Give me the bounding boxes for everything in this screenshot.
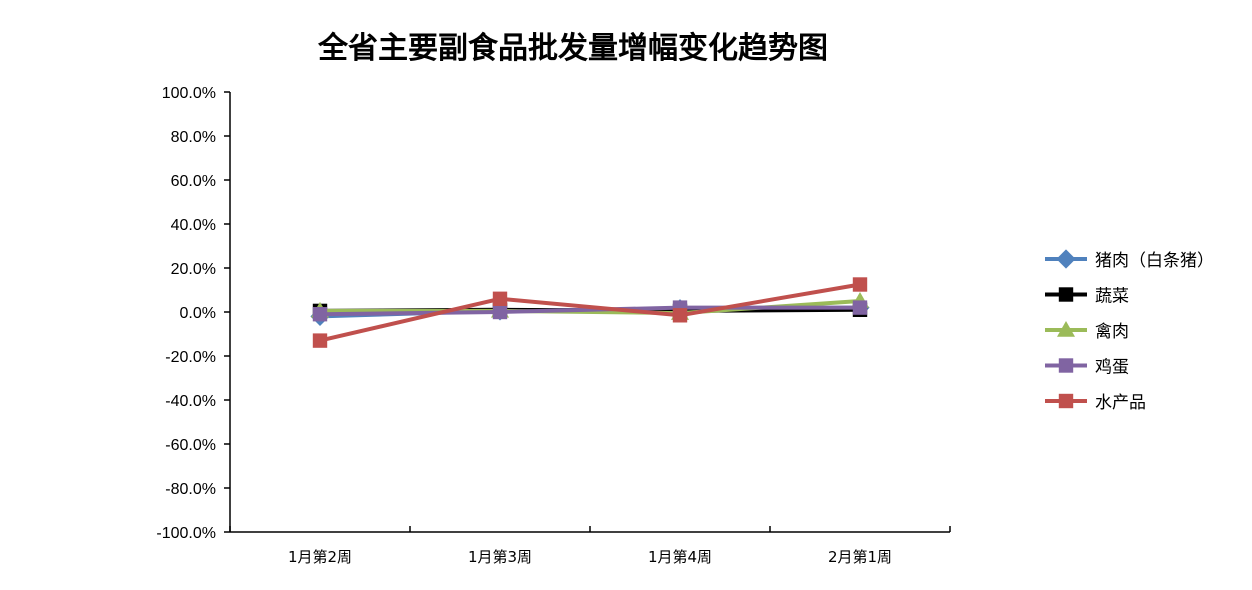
legend-swatch-marker [1058, 287, 1074, 302]
y-tick-label: 40.0% [171, 217, 216, 234]
data-point-marker [672, 308, 688, 323]
y-axis-ticks: 100.0% 80.0% 60.0% 40.0% 20.0% 0.0% -20.0% -40.… [156, 85, 230, 542]
x-axis-ticks: 1月第2周 1月第3周 1月第4周 2月第1周 [229, 526, 951, 566]
y-tick-label: -60.0% [165, 437, 216, 454]
data-point-marker [312, 333, 328, 348]
series-line [319, 282, 861, 343]
data-point-marker [852, 300, 868, 315]
y-tick-label: 0.0% [180, 305, 216, 322]
y-tick-label: 60.0% [171, 173, 216, 190]
chart-title: 全省主要副食品批发量增幅变化趋势图 [317, 31, 828, 66]
y-tick-label: 80.0% [171, 129, 216, 146]
x-tick-label: 1月第3周 [468, 548, 532, 566]
series-line [319, 305, 860, 317]
series-4 [312, 300, 868, 322]
legend-swatch-marker [1058, 358, 1074, 373]
legend-item: 禽肉 [1045, 321, 1129, 342]
y-tick-label: 100.0% [162, 85, 216, 102]
legend-label: 鸡蛋 [1095, 358, 1129, 378]
y-tick-label: -20.0% [165, 349, 216, 366]
data-point-marker [852, 277, 868, 292]
legend-label: 蔬菜 [1095, 287, 1129, 307]
legend-label: 禽肉 [1095, 322, 1129, 342]
legend-item: 猪肉（白条猪） [1045, 249, 1214, 271]
legend-swatch-marker [1057, 321, 1075, 337]
x-tick-label: 1月第4周 [648, 548, 712, 566]
legend-label: 猪肉（白条猪） [1095, 251, 1214, 271]
legend-swatch-marker [1058, 393, 1074, 409]
legend-swatch-marker [1056, 249, 1076, 269]
y-tick-label: -40.0% [165, 393, 216, 410]
legend-label: 水产品 [1095, 393, 1146, 413]
series-5 [312, 277, 868, 348]
x-tick-label: 2月第1周 [828, 548, 892, 566]
data-point-marker [312, 307, 328, 322]
data-point-marker [492, 291, 508, 306]
series-group [310, 277, 870, 348]
y-tick-label: -100.0% [156, 525, 216, 542]
data-point-marker [492, 304, 508, 320]
y-tick-label: -80.0% [165, 481, 216, 498]
y-tick-label: 20.0% [171, 261, 216, 278]
legend-item: 鸡蛋 [1045, 358, 1129, 378]
x-tick-label: 1月第2周 [288, 548, 352, 566]
legend-item: 蔬菜 [1045, 287, 1129, 307]
legend-item: 水产品 [1045, 393, 1146, 413]
